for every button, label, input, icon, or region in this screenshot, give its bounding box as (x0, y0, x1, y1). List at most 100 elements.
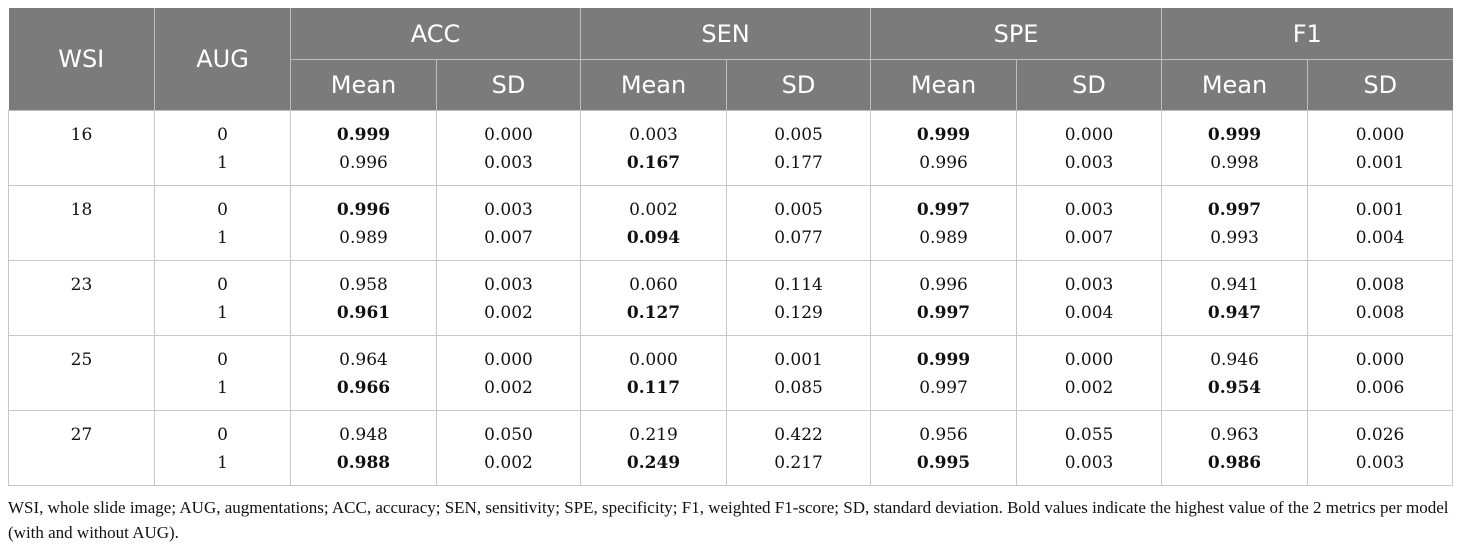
metric-value: 0.997 (919, 378, 968, 398)
subheader-sen-sd: SD (726, 59, 872, 111)
metric-value: 0.997 (916, 200, 971, 220)
metric-cell: 0.997 0.989 (870, 185, 1018, 261)
wsi-cell: 27 (8, 410, 155, 486)
wsi-cell: 25 (8, 335, 155, 411)
metric-cell: 0.000 0.002 (436, 335, 582, 411)
metric-value: 0.005 (774, 125, 823, 145)
aug-value: 0 (217, 350, 228, 370)
metric-value: 0.966 (336, 378, 391, 398)
metric-cell: 0.050 0.002 (436, 410, 582, 486)
aug-value: 1 (217, 303, 228, 323)
metric-value: 0.094 (626, 228, 681, 248)
wsi-cell: 18 (8, 185, 155, 261)
metric-cell: 0.001 0.004 (1307, 185, 1454, 261)
metric-value: 0.989 (919, 228, 968, 248)
metric-cell: 0.003 0.007 (1016, 185, 1163, 261)
table-body: 16 0 1 0.999 0.996 0.000 0.003 0.003 0.167 0.005 0… (8, 110, 1454, 486)
metric-value: 0.000 (1355, 125, 1405, 145)
metric-value: 0.988 (336, 453, 391, 473)
header-aug: AUG (154, 8, 291, 111)
header-group-sen: SEN (580, 8, 872, 60)
metric-value: 0.998 (1210, 153, 1259, 173)
metric-value: 0.003 (1355, 453, 1405, 473)
metric-value: 0.249 (626, 453, 681, 473)
metric-cell: 0.422 0.217 (726, 410, 872, 486)
metric-value: 0.995 (916, 453, 971, 473)
metric-cell: 0.999 0.996 (290, 110, 437, 186)
wsi-value: 23 (70, 275, 93, 295)
metric-value: 0.000 (1064, 350, 1114, 370)
metric-cell: 0.958 0.961 (290, 260, 437, 336)
metric-cell: 0.008 0.008 (1307, 260, 1454, 336)
metric-value: 0.003 (1064, 200, 1114, 220)
metric-value: 0.948 (339, 425, 388, 445)
metric-value: 0.999 (916, 350, 971, 370)
metric-value: 0.117 (626, 378, 681, 398)
metric-cell: 0.956 0.995 (870, 410, 1018, 486)
metric-value: 0.963 (1210, 425, 1259, 445)
metric-value: 0.001 (1355, 200, 1405, 220)
metric-value: 0.999 (1207, 125, 1262, 145)
metric-value: 0.996 (919, 153, 968, 173)
metric-cell: 0.003 0.167 (580, 110, 728, 186)
metric-value: 0.129 (774, 303, 823, 323)
aug-value: 1 (217, 453, 228, 473)
aug-value: 1 (217, 378, 228, 398)
wsi-value: 16 (70, 125, 93, 145)
subheader-spe-mean: Mean (870, 59, 1018, 111)
metric-value: 0.947 (1207, 303, 1262, 323)
metric-cell: 0.003 0.007 (436, 185, 582, 261)
subheader-f1-mean: Mean (1161, 59, 1309, 111)
metric-value: 0.002 (629, 200, 678, 220)
metric-value: 0.996 (336, 200, 391, 220)
metric-value: 0.085 (774, 378, 823, 398)
metric-cell: 0.000 0.006 (1307, 335, 1454, 411)
metric-value: 0.003 (484, 153, 533, 173)
metric-cell: 0.000 0.003 (1016, 110, 1163, 186)
metric-value: 0.961 (336, 303, 391, 323)
metric-value: 0.422 (774, 425, 823, 445)
metric-value: 0.060 (629, 275, 678, 295)
table-header: WSI AUG ACC SEN SPE F1 Mean SD Mean SD Mean S… (8, 8, 1453, 111)
metric-value: 0.007 (1064, 228, 1114, 248)
subheader-acc-sd: SD (436, 59, 582, 111)
metric-value: 0.000 (629, 350, 678, 370)
metric-value: 0.003 (484, 275, 533, 295)
metric-value: 0.003 (629, 125, 678, 145)
metric-value: 0.217 (774, 453, 823, 473)
subheader-sen-mean: Mean (580, 59, 728, 111)
metric-cell: 0.005 0.177 (726, 110, 872, 186)
metric-value: 0.004 (1355, 228, 1405, 248)
metric-value: 0.997 (916, 303, 971, 323)
metric-cell: 0.946 0.954 (1161, 335, 1309, 411)
metric-cell: 0.999 0.997 (870, 335, 1018, 411)
metric-value: 0.964 (339, 350, 388, 370)
metric-value: 0.941 (1210, 275, 1259, 295)
aug-value: 0 (217, 125, 228, 145)
metric-value: 0.004 (1064, 303, 1114, 323)
subheader-f1-sd: SD (1307, 59, 1453, 111)
wsi-value: 18 (70, 200, 93, 220)
metric-value: 0.996 (339, 153, 388, 173)
metric-cell: 0.996 0.989 (290, 185, 437, 261)
metric-cell: 0.026 0.003 (1307, 410, 1454, 486)
metric-value: 0.997 (1207, 200, 1262, 220)
metric-value: 0.000 (1355, 350, 1405, 370)
metric-value: 0.006 (1355, 378, 1405, 398)
metric-value: 0.001 (1355, 153, 1405, 173)
metric-cell: 0.948 0.988 (290, 410, 437, 486)
metric-value: 0.003 (484, 200, 533, 220)
metric-cell: 0.941 0.947 (1161, 260, 1309, 336)
metric-value: 0.996 (919, 275, 968, 295)
metric-value: 0.077 (774, 228, 823, 248)
table-row: 27 0 1 0.948 0.988 0.050 0.002 0.219 0.249 0.422 0… (8, 410, 1454, 486)
aug-value: 0 (217, 275, 228, 295)
aug-value: 1 (217, 228, 228, 248)
aug-value: 1 (217, 153, 228, 173)
metric-value: 0.946 (1210, 350, 1259, 370)
metric-value: 0.167 (626, 153, 681, 173)
metric-cell: 0.002 0.094 (580, 185, 728, 261)
metric-value: 0.005 (774, 200, 823, 220)
wsi-cell: 23 (8, 260, 155, 336)
